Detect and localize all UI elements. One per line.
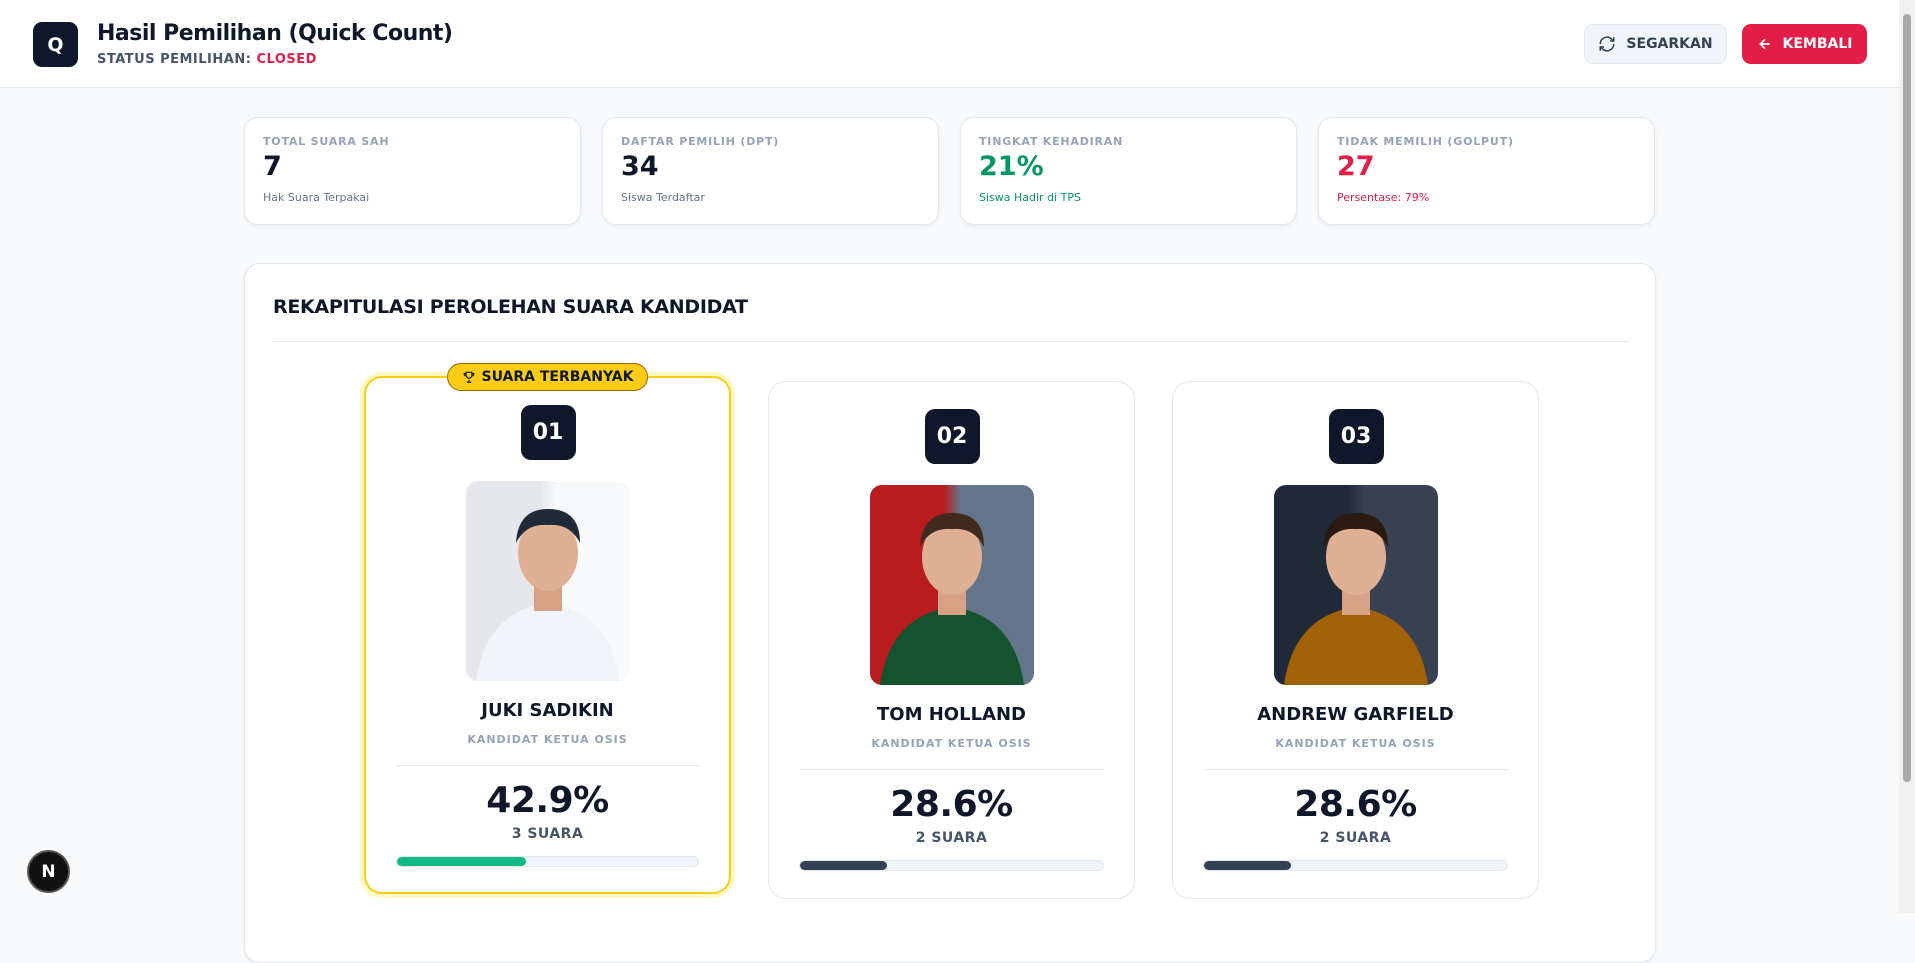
progress-track — [1203, 860, 1508, 871]
stat-label: DAFTAR PEMILIH (DPT) — [621, 135, 780, 148]
stat-card: TOTAL SUARA SAH 7 Hak Suara Terpakai — [244, 117, 581, 225]
vote-count: 3 SUARA — [511, 826, 584, 842]
dev-badge[interactable]: N — [27, 850, 70, 893]
progress-track — [799, 860, 1104, 871]
vote-percent: 42.9% — [486, 780, 609, 821]
divider — [799, 769, 1104, 770]
button-label: SEGARKAN — [1626, 36, 1713, 52]
back-icon — [1758, 38, 1770, 50]
candidate-role: KANDIDAT KETUA OSIS — [1275, 737, 1436, 750]
vote-percent: 28.6% — [890, 784, 1013, 825]
stat-value: 7 — [263, 151, 282, 182]
candidate-card: 03 ANDREW GARFIELD KANDIDAT KETUA OSIS 28.6… — [1172, 381, 1539, 899]
status-label: STATUS PEMILIHAN: — [97, 52, 252, 67]
stat-note: Hak Suara Terpakai — [263, 191, 370, 204]
stat-card: DAFTAR PEMILIH (DPT) 34 Siswa Terdaftar — [602, 117, 939, 225]
stat-value: 27 — [1337, 151, 1375, 182]
candidate-photo — [465, 481, 630, 681]
photo-placeholder — [1273, 485, 1438, 685]
vote-percent: 28.6% — [1294, 784, 1417, 825]
candidate-photo — [869, 485, 1034, 685]
status-value: CLOSED — [256, 52, 317, 67]
stat-card: TIDAK MEMILIH (GOLPUT) 27 Persentase: 79% — [1318, 117, 1655, 225]
progress-bar — [397, 857, 527, 866]
candidate-name: JUKI SADIKIN — [481, 700, 614, 721]
stat-label: TOTAL SUARA SAH — [263, 135, 390, 148]
stat-value: 34 — [621, 151, 659, 182]
candidate-role: KANDIDAT KETUA OSIS — [467, 733, 628, 746]
scrollbar-thumb[interactable] — [1903, 14, 1911, 782]
divider — [1203, 769, 1508, 770]
status: STATUS PEMILIHAN: CLOSED — [97, 52, 317, 67]
progress-bar — [800, 861, 887, 870]
candidate-name: ANDREW GARFIELD — [1257, 704, 1454, 725]
photo-placeholder — [869, 485, 1034, 685]
candidate-number: 02 — [924, 409, 980, 464]
candidate-number: 03 — [1328, 409, 1384, 464]
photo-placeholder — [465, 481, 630, 681]
candidate-role: KANDIDAT KETUA OSIS — [871, 737, 1032, 750]
refresh-button[interactable]: SEGARKAN — [1584, 24, 1727, 64]
candidate-number: 01 — [520, 405, 576, 460]
back-button[interactable]: KEMBALI — [1742, 24, 1867, 64]
stat-note: Siswa Terdaftar — [621, 191, 705, 204]
header: Q Hasil Pemilihan (Quick Count) STATUS P… — [0, 0, 1899, 88]
divider — [396, 765, 699, 766]
winner-badge: SUARA TERBANYAK — [446, 363, 649, 391]
results-panel: REKAPITULASI PEROLEHAN SUARA KANDIDAT SU… — [244, 263, 1656, 963]
vote-count: 2 SUARA — [915, 830, 988, 846]
candidate-photo — [1273, 485, 1438, 685]
stat-value: 21% — [979, 151, 1044, 182]
refresh-icon — [1599, 36, 1615, 52]
stat-label: TIDAK MEMILIH (GOLPUT) — [1337, 135, 1514, 148]
stat-label: TINGKAT KEHADIRAN — [979, 135, 1124, 148]
page-title: Hasil Pemilihan (Quick Count) — [97, 21, 453, 46]
stat-note: Persentase: 79% — [1337, 191, 1430, 204]
stat-card: TINGKAT KEHADIRAN 21% Siswa Hadir di TPS — [960, 117, 1297, 225]
vote-count: 2 SUARA — [1319, 830, 1392, 846]
candidate-card: 02 TOM HOLLAND KANDIDAT KETUA OSIS 28.6% 2 S… — [768, 381, 1135, 899]
trophy-icon — [463, 371, 474, 383]
divider — [273, 341, 1629, 342]
candidate-name: TOM HOLLAND — [876, 704, 1026, 725]
badge-label: SUARA TERBANYAK — [481, 369, 634, 385]
candidate-card: SUARA TERBANYAK 01 JUKI SADIKIN KANDIDAT KE… — [364, 363, 731, 894]
logo: Q — [33, 22, 78, 67]
progress-bar — [1204, 861, 1291, 870]
progress-track — [396, 856, 699, 867]
section-title: REKAPITULASI PEROLEHAN SUARA KANDIDAT — [273, 296, 748, 318]
button-label: KEMBALI — [1782, 36, 1853, 52]
stat-note: Siswa Hadir di TPS — [979, 191, 1081, 204]
